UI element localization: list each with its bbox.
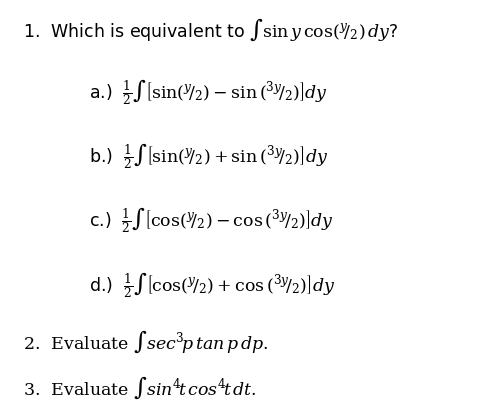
Text: b.)  $\frac{1}{2}\int\left[\sin(^{y}\!/_{2}) + \sin\left(^{3y}\!/_{2}\right)\rig: b.) $\frac{1}{2}\int\left[\sin(^{y}\!/_{… xyxy=(89,141,329,171)
Text: a.)  $\frac{1}{2}\int\left[\sin(^{y}\!/_{2}) - \sin\left(^{3y}\!/_{2}\right)\rig: a.) $\frac{1}{2}\int\left[\sin(^{y}\!/_{… xyxy=(89,77,328,106)
Text: 3.  Evaluate $\int sin^{4}\!t\, cos^{4}\!t\, dt$.: 3. Evaluate $\int sin^{4}\!t\, cos^{4}\!… xyxy=(23,374,257,400)
Text: d.)  $\frac{1}{2}\int\left[\cos(^{y}\!/_{2}) + \cos\left(^{3y}\!/_{2}\right)\rig: d.) $\frac{1}{2}\int\left[\cos(^{y}\!/_{… xyxy=(89,270,336,299)
Text: c.)  $\frac{1}{2}\int\left[\cos(^{y}\!/_{2}) - \cos\left(^{3y}\!/_{2}\right)\rig: c.) $\frac{1}{2}\int\left[\cos(^{y}\!/_{… xyxy=(89,206,334,235)
Text: 2.  Evaluate $\int sec^{3}\!p\, tan\, p\, dp$.: 2. Evaluate $\int sec^{3}\!p\, tan\, p\,… xyxy=(23,328,269,354)
Text: 1.  Which is equivalent to $\int \sin y\, \cos(^{y}\!/_{2})\, dy$?: 1. Which is equivalent to $\int \sin y\,… xyxy=(23,16,399,43)
